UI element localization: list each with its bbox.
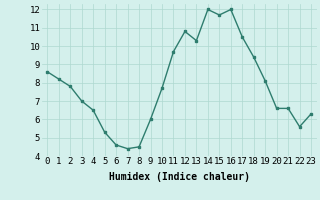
X-axis label: Humidex (Indice chaleur): Humidex (Indice chaleur) <box>109 172 250 182</box>
